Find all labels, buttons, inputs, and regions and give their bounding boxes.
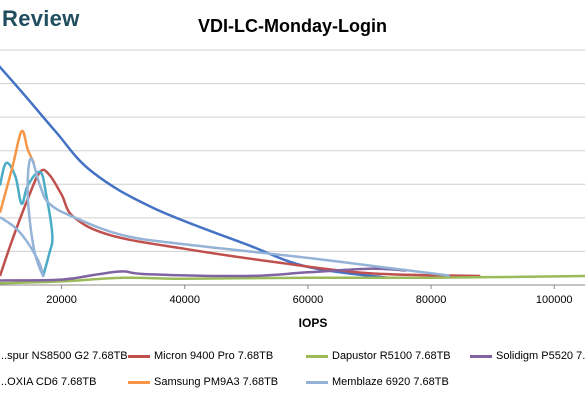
legend-item: ...OXIA CD6 7.68TB bbox=[0, 376, 96, 388]
legend-label: Samsung PM9A3 7.68TB bbox=[154, 376, 279, 388]
legend-label: Dapustor R5100 7.68TB bbox=[332, 350, 451, 362]
legend-label: ...OXIA CD6 7.68TB bbox=[0, 376, 97, 388]
legend-swatch bbox=[306, 380, 328, 384]
legend-item: ...spur NS8500 G2 7.68TB bbox=[0, 350, 128, 362]
x-axis-label: IOPS bbox=[299, 316, 328, 330]
series-line-2 bbox=[0, 274, 585, 285]
legend-swatch bbox=[470, 354, 492, 358]
x-tick-label: 40000 bbox=[169, 294, 200, 306]
chart-legend: ...spur NS8500 G2 7.68TB Micron 9400 Pro … bbox=[0, 346, 585, 396]
x-tick-label: 20000 bbox=[46, 294, 77, 306]
x-tick-label: 60000 bbox=[293, 294, 324, 306]
series-line-1 bbox=[0, 168, 481, 278]
legend-swatch bbox=[128, 354, 150, 358]
legend-item: Memblaze 6920 7.68TB bbox=[306, 376, 449, 388]
line-chart: 20000 40000 60000 80000 100000 IOPS bbox=[0, 49, 585, 330]
legend-item: Dapustor R5100 7.68TB bbox=[306, 350, 451, 362]
legend-label: Solidigm P5520 7... bbox=[496, 350, 585, 362]
legend-swatch bbox=[128, 380, 150, 384]
chart-title: VDI-LC-Monday-Login bbox=[198, 16, 387, 36]
series-lines bbox=[0, 65, 585, 285]
legend-item: Solidigm P5520 7... bbox=[470, 350, 585, 362]
series-line-5 bbox=[0, 129, 36, 214]
legend-label: ...spur NS8500 G2 7.68TB bbox=[0, 350, 128, 362]
brand-logo-text: Review bbox=[2, 6, 80, 31]
legend-swatch bbox=[306, 354, 328, 358]
x-axis-ticks: 20000 40000 60000 80000 100000 bbox=[46, 285, 573, 306]
x-tick-label: 80000 bbox=[416, 294, 447, 306]
series-line-3 bbox=[0, 267, 407, 282]
legend-item: Micron 9400 Pro 7.68TB bbox=[128, 350, 273, 362]
gridlines bbox=[0, 49, 585, 286]
series-line-4 bbox=[0, 161, 54, 277]
legend-label: Micron 9400 Pro 7.68TB bbox=[154, 350, 274, 362]
series-line-6 bbox=[0, 157, 451, 278]
x-tick-label: 100000 bbox=[536, 294, 573, 306]
legend-label: Memblaze 6920 7.68TB bbox=[332, 376, 449, 388]
legend-item: Samsung PM9A3 7.68TB bbox=[128, 376, 278, 388]
